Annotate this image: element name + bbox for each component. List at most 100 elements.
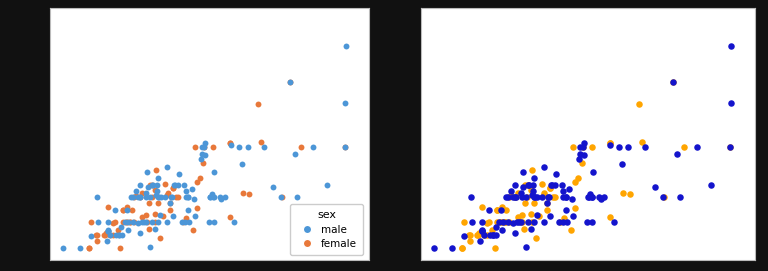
- Point: [161, 193, 174, 197]
- Point: [150, 193, 162, 197]
- Point: [91, 195, 104, 199]
- Point: [475, 227, 488, 232]
- Point: [339, 44, 352, 48]
- Point: [604, 141, 616, 145]
- Point: [146, 220, 158, 224]
- Point: [121, 205, 134, 209]
- Point: [196, 152, 208, 156]
- Point: [180, 216, 193, 220]
- Point: [189, 214, 201, 218]
- Point: [127, 195, 139, 199]
- Point: [574, 152, 586, 156]
- Point: [114, 246, 127, 250]
- Point: [547, 195, 559, 199]
- Point: [161, 165, 174, 169]
- Point: [581, 220, 594, 224]
- Point: [567, 144, 579, 149]
- Point: [291, 195, 303, 199]
- Point: [525, 188, 537, 192]
- Point: [141, 170, 154, 174]
- Point: [182, 208, 194, 212]
- Point: [219, 195, 231, 199]
- Point: [429, 246, 441, 250]
- Point: [586, 195, 598, 199]
- Point: [258, 144, 270, 149]
- Point: [525, 220, 538, 224]
- Point: [487, 233, 499, 237]
- Point: [473, 231, 485, 235]
- Point: [594, 197, 607, 202]
- Point: [102, 229, 114, 233]
- Point: [176, 220, 188, 224]
- Point: [180, 189, 192, 193]
- Point: [516, 213, 528, 217]
- Point: [525, 212, 537, 216]
- Point: [117, 208, 129, 212]
- Point: [489, 225, 502, 230]
- Point: [197, 161, 210, 166]
- Point: [228, 220, 240, 224]
- Point: [170, 195, 182, 199]
- Point: [179, 220, 191, 224]
- Point: [198, 144, 210, 149]
- Point: [128, 220, 141, 224]
- Point: [569, 206, 581, 211]
- Point: [705, 182, 717, 187]
- Point: [111, 228, 124, 233]
- Point: [134, 195, 146, 199]
- Point: [91, 239, 103, 243]
- Point: [604, 143, 617, 147]
- Point: [455, 246, 468, 250]
- Point: [472, 233, 485, 237]
- Point: [207, 195, 220, 199]
- Point: [671, 151, 684, 156]
- Point: [137, 220, 150, 224]
- Point: [527, 182, 539, 187]
- Point: [83, 246, 95, 250]
- Point: [214, 195, 226, 199]
- Point: [574, 144, 586, 149]
- Point: [307, 144, 319, 149]
- Point: [224, 141, 237, 145]
- Point: [92, 220, 104, 224]
- Point: [493, 220, 505, 224]
- Point: [131, 194, 143, 198]
- Point: [578, 153, 590, 157]
- Point: [161, 191, 174, 195]
- Point: [636, 140, 648, 144]
- Point: [275, 195, 287, 199]
- Point: [491, 208, 503, 212]
- Point: [482, 233, 494, 237]
- Point: [206, 192, 218, 196]
- Point: [339, 101, 352, 105]
- Point: [252, 102, 264, 106]
- Point: [521, 182, 534, 187]
- Point: [496, 220, 508, 224]
- Point: [131, 195, 144, 199]
- Point: [541, 201, 554, 206]
- Point: [585, 144, 598, 149]
- Point: [549, 182, 561, 187]
- Point: [495, 208, 508, 212]
- Point: [538, 220, 550, 224]
- Point: [136, 214, 148, 219]
- Point: [583, 195, 595, 199]
- Point: [555, 182, 568, 187]
- Point: [119, 220, 131, 224]
- Point: [604, 215, 616, 219]
- Point: [134, 183, 146, 187]
- Point: [339, 144, 351, 149]
- Point: [108, 208, 121, 212]
- Point: [502, 220, 515, 224]
- Point: [140, 220, 152, 224]
- Point: [474, 239, 486, 243]
- Point: [167, 214, 179, 218]
- Point: [533, 214, 545, 218]
- Point: [149, 220, 161, 224]
- Point: [187, 228, 200, 233]
- Point: [141, 185, 154, 189]
- Point: [478, 233, 490, 237]
- Point: [497, 220, 509, 224]
- Point: [143, 227, 155, 231]
- Point: [164, 201, 177, 206]
